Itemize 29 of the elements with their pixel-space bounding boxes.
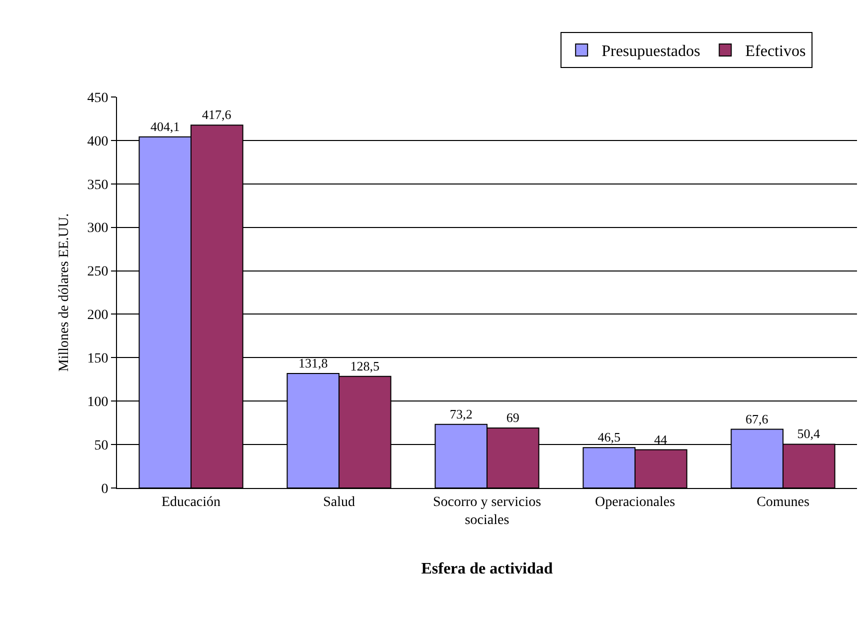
legend-label: Efectivos: [745, 43, 806, 60]
x-tick-label: Socorro y servicios sociales: [432, 494, 542, 528]
y-tick-label: 350: [87, 178, 108, 193]
y-tick-label: 400: [87, 134, 108, 150]
y-tick-label: 300: [87, 221, 108, 236]
data-label: 128,5: [350, 358, 380, 374]
x-tick-label: Salud: [323, 494, 355, 510]
legend-label: Presupuestados: [602, 43, 700, 60]
y-tick-label: 0: [101, 482, 108, 497]
data-label: 46,5: [598, 430, 620, 445]
y-tick-label: 450: [87, 90, 108, 106]
data-label: 73,2: [450, 406, 472, 422]
y-tick-label: 150: [87, 352, 108, 367]
y-tick-label: 200: [87, 308, 108, 324]
y-tick-label: 50: [94, 438, 108, 454]
data-label: 67,6: [745, 411, 769, 426]
x-tick-label: Operacionales: [594, 494, 676, 510]
x-tick-label: Comunes: [756, 494, 810, 510]
data-label: 404,1: [150, 118, 180, 134]
x-tick-label: Educación: [161, 494, 221, 510]
data-label: 131,8: [298, 355, 328, 370]
y-tick-label: 250: [87, 264, 108, 280]
y-tick-label: 100: [87, 395, 108, 410]
x-axis-title: Esfera de actividad: [421, 560, 553, 578]
y-axis-title: Millones de dólares EE.UU.: [56, 213, 72, 372]
data-label: 50,4: [797, 426, 821, 442]
data-label: 417,6: [202, 107, 232, 122]
data-label: 44: [654, 432, 668, 447]
data-label: 69: [506, 410, 520, 426]
